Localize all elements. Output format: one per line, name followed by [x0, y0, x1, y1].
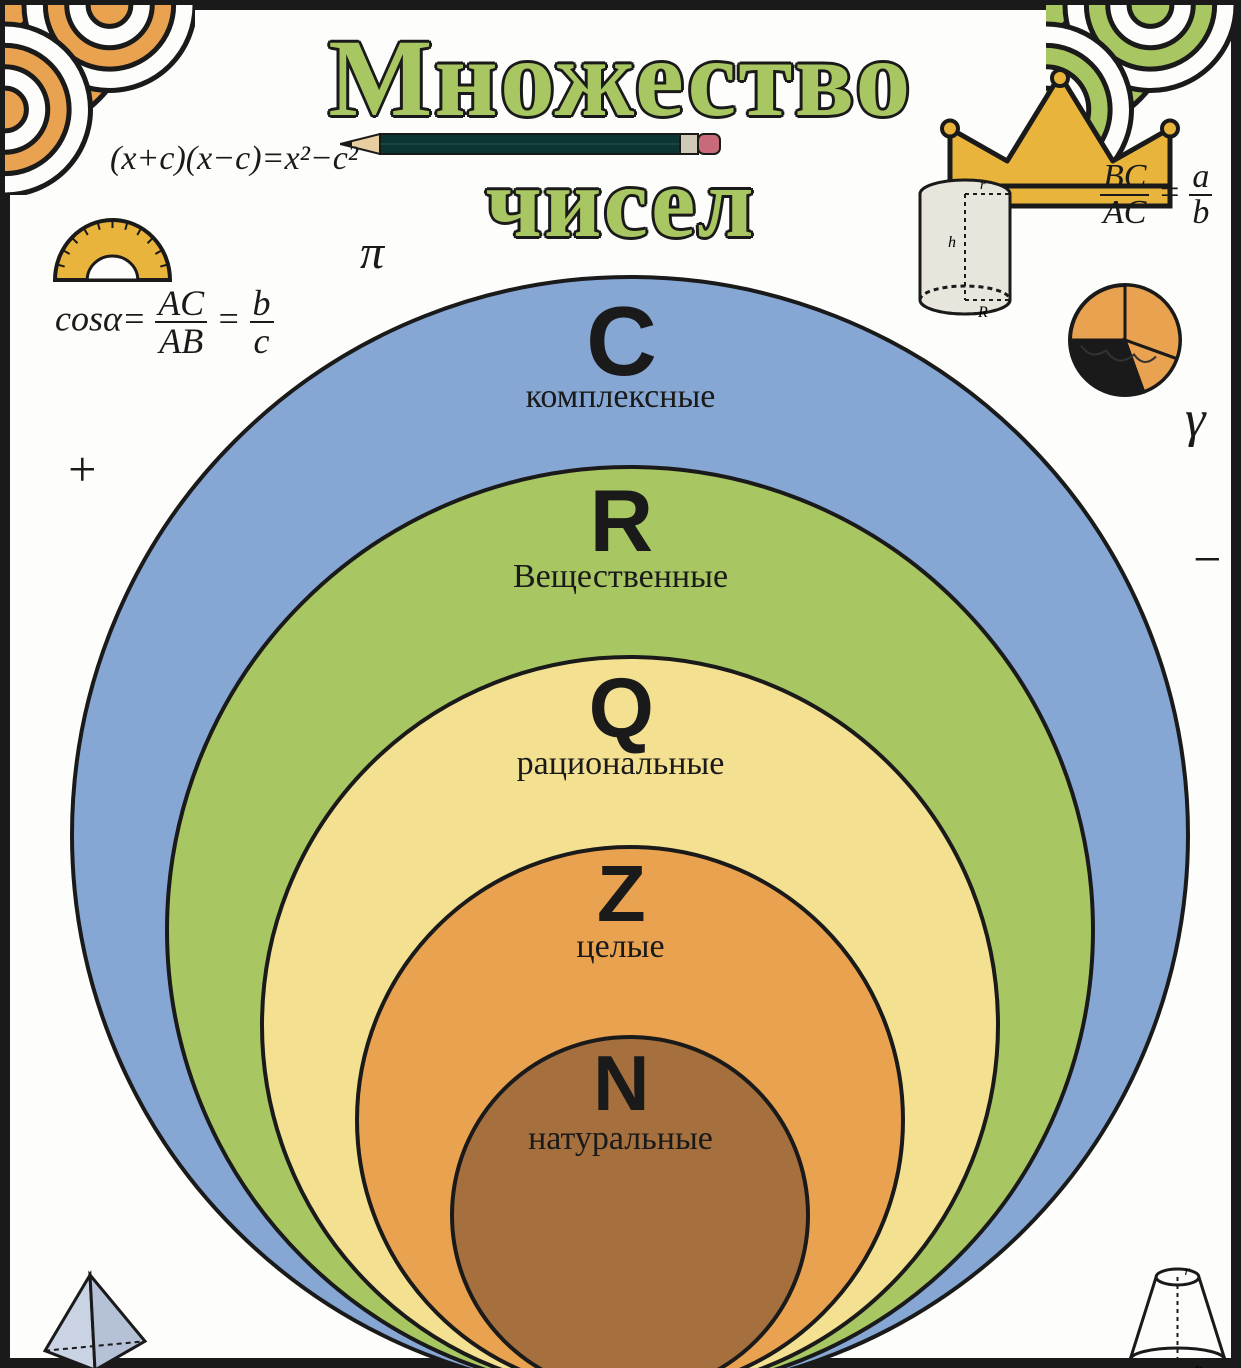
formula-difference-of-squares: (x+c)(x−c)=x²−c²	[110, 140, 358, 178]
number-set-symbol-N: N	[10, 1038, 1231, 1129]
number-set-label-R: Вещественные	[10, 558, 1231, 596]
infographic-stage: Множество чисел rhR rR (x+c)(x−c)=x²−c² …	[0, 0, 1241, 1368]
svg-text:h: h	[948, 234, 956, 251]
number-set-label-N: натуральные	[10, 1120, 1231, 1158]
number-set-label-C: комплексные	[10, 378, 1231, 416]
number-set-symbol-Q: Q	[10, 660, 1231, 757]
number-set-symbol-Z: Z	[10, 848, 1231, 940]
cone-icon: rR	[1125, 1265, 1235, 1368]
number-set-symbol-R: R	[10, 470, 1231, 572]
pencil-icon	[340, 132, 740, 162]
formula-bc-frac2: a b	[1189, 160, 1212, 230]
protractor-icon	[50, 215, 175, 290]
svg-text:r: r	[980, 178, 986, 193]
svg-text:R: R	[1192, 1364, 1203, 1368]
formula-bc-ac: BC AC = a b	[1100, 160, 1212, 230]
tetrahedron-icon	[40, 1270, 150, 1368]
svg-text:r: r	[1185, 1265, 1191, 1279]
symbol-pi: π	[360, 225, 384, 280]
number-set-label-Q: рациональные	[10, 745, 1231, 783]
formula-bc-frac1: BC AC	[1100, 160, 1149, 230]
number-set-label-Z: целые	[10, 928, 1231, 966]
